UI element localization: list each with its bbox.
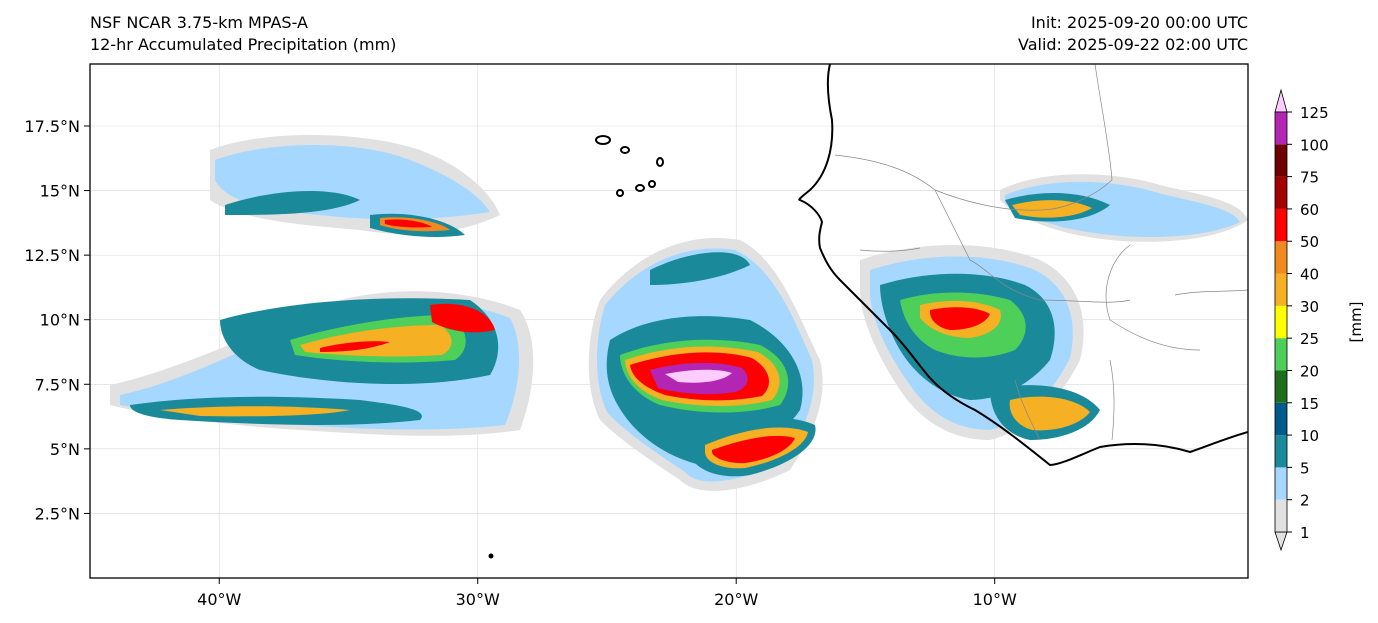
colorbar-swatch — [1275, 338, 1287, 371]
colorbar-frame — [1274, 111, 1288, 533]
lat-tick-label: 15°N — [40, 182, 80, 201]
colorbar-level-label: 15 — [1300, 395, 1319, 413]
lon-tick-label: 10°W — [973, 590, 1017, 609]
colorbar-swatch — [1275, 208, 1287, 242]
valid-time: Valid: 2025-09-22 02:00 UTC — [1017, 35, 1248, 54]
latitude-ticks: 2.5°N 5°N 7.5°N 10°N 12.5°N 15°N 17.5°N — [24, 117, 90, 523]
colorbar-swatch — [1275, 112, 1287, 145]
colorbar-swatch — [1275, 305, 1287, 339]
colorbar-swatch — [1275, 273, 1287, 306]
country-borders — [834, 64, 1248, 441]
colorbar-swatch — [1275, 499, 1287, 532]
islands — [488, 135, 664, 559]
colorbar-extend-high — [1274, 88, 1288, 113]
longitude-ticks: 40°W 30°W 20°W 10°W — [197, 578, 1017, 609]
colorbar-level-label: 25 — [1300, 330, 1319, 348]
lat-tick-label: 7.5°N — [35, 375, 80, 394]
colorbar-level-label: 75 — [1300, 169, 1319, 187]
colorbar-level-label: 125 — [1300, 104, 1329, 122]
colorbar-level-label: 30 — [1300, 298, 1319, 316]
colorbar-extend-low — [1274, 531, 1288, 552]
colorbar-swatch — [1275, 241, 1287, 274]
colorbar-swatch — [1275, 144, 1287, 177]
lat-tick-label: 17.5°N — [24, 117, 80, 136]
colorbar-swatch — [1275, 402, 1287, 436]
colorbar-swatch — [1275, 370, 1287, 403]
lat-tick-label: 10°N — [40, 311, 80, 330]
map-frame — [89, 63, 1249, 579]
colorbar-swatch — [1275, 176, 1287, 209]
precipitation-field — [110, 135, 1248, 491]
lat-tick-label: 12.5°N — [24, 246, 80, 265]
colorbar-level-label: 2 — [1300, 492, 1310, 510]
colorbar-unit-label: [mm] — [1347, 302, 1365, 343]
lon-tick-label: 30°W — [456, 590, 500, 609]
colorbar-level-label: 20 — [1300, 362, 1319, 380]
colorbar-level-label: 100 — [1300, 136, 1329, 154]
lat-tick-label: 5°N — [50, 440, 80, 459]
lon-tick-label: 20°W — [714, 590, 758, 609]
lat-tick-label: 2.5°N — [35, 504, 80, 523]
colorbar-level-label: 5 — [1300, 459, 1310, 477]
colorbar-level-label: 60 — [1300, 201, 1319, 219]
lon-tick-label: 40°W — [197, 590, 241, 609]
model-title: NSF NCAR 3.75-km MPAS-A — [90, 13, 308, 32]
colorbar-swatch — [1275, 467, 1287, 500]
colorbar-level-label: 10 — [1300, 427, 1319, 445]
coastline — [798, 64, 1248, 467]
colorbar-level-label: 50 — [1300, 233, 1319, 251]
init-time: Init: 2025-09-20 00:00 UTC — [1030, 13, 1248, 32]
colorbar-swatch — [1275, 435, 1287, 468]
colorbar-level-label: 1 — [1300, 524, 1310, 542]
colorbar-level-label: 40 — [1300, 266, 1319, 284]
field-title: 12-hr Accumulated Precipitation (mm) — [90, 35, 397, 54]
